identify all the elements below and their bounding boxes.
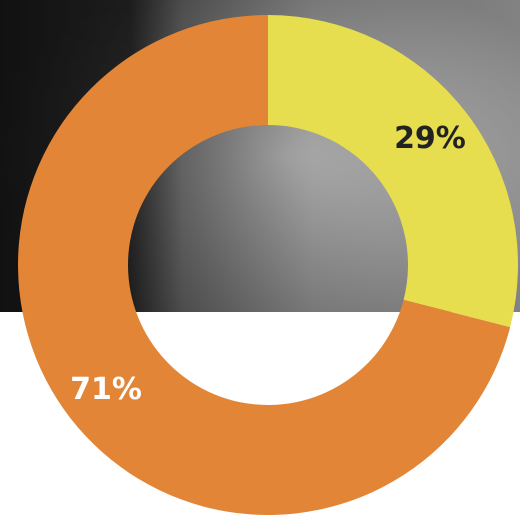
slice [17, 15, 511, 516]
slice [268, 15, 518, 328]
value-label: 29% [394, 121, 466, 156]
value-label: 71% [70, 372, 142, 407]
donut: 29% 71% [17, 15, 518, 516]
